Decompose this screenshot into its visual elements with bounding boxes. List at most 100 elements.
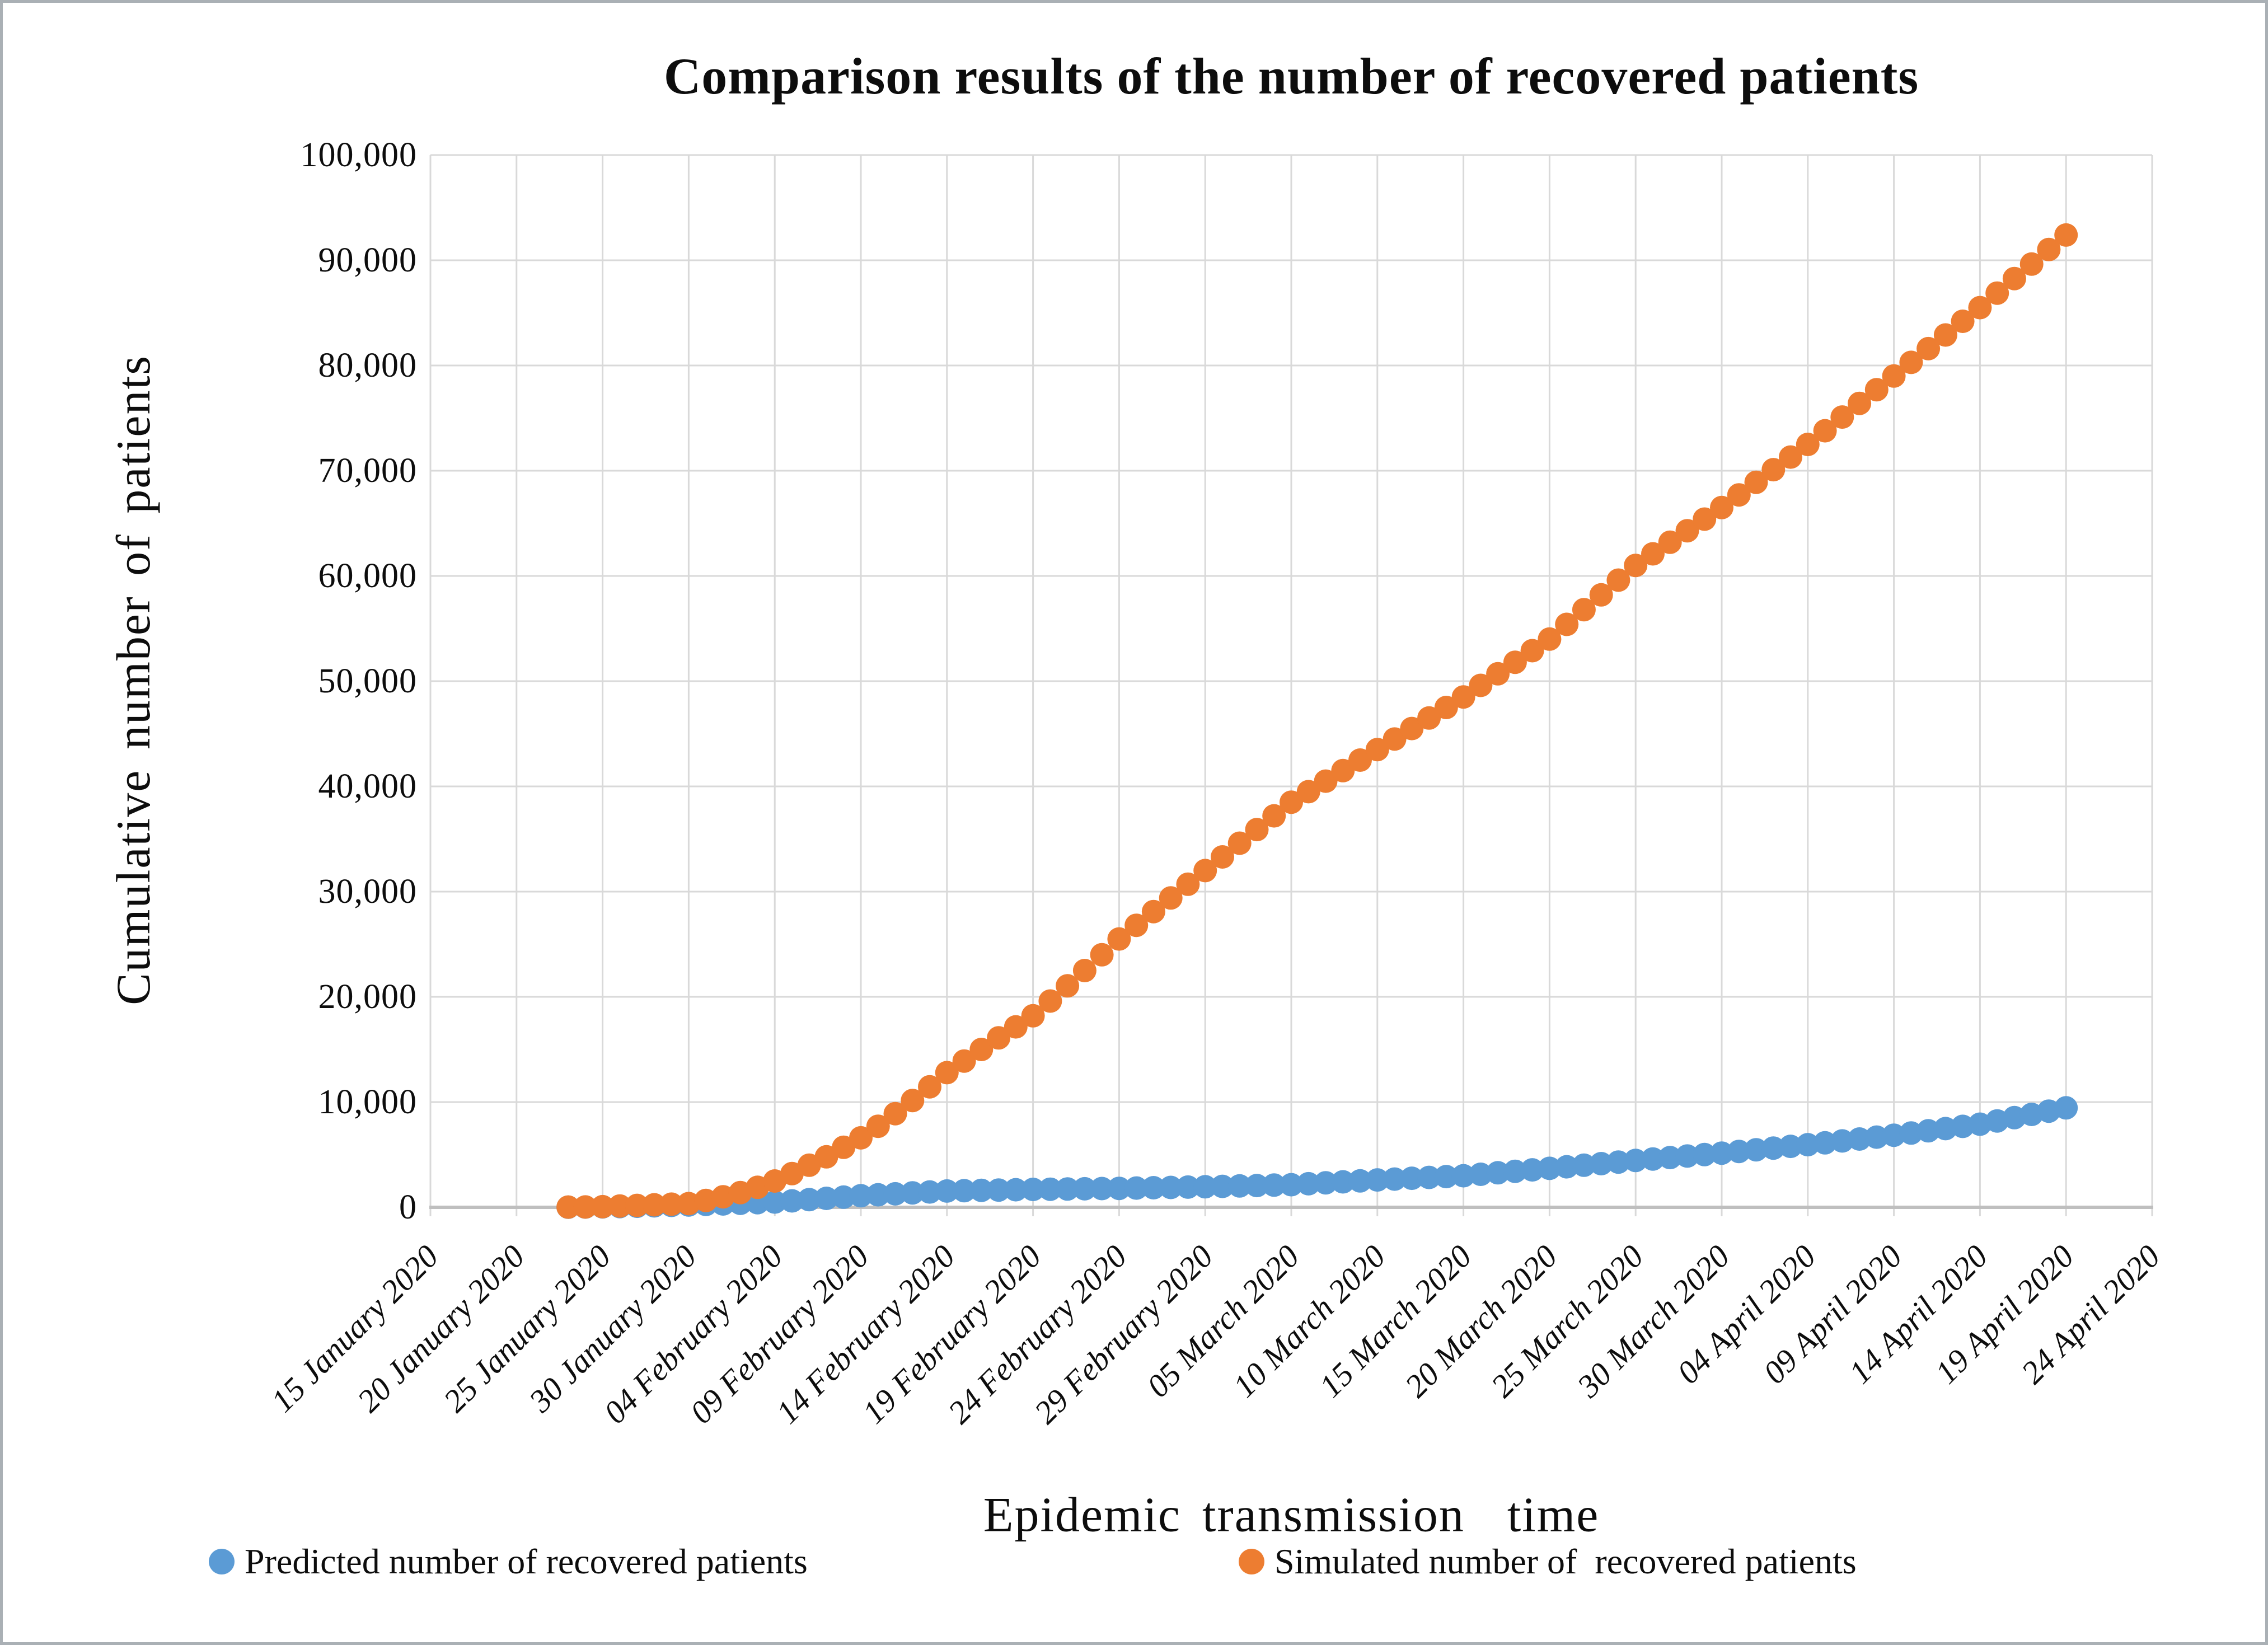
data-point (1710, 1141, 1733, 1165)
data-point (935, 1179, 959, 1203)
data-point (1520, 1158, 1544, 1182)
data-point (1572, 1153, 1596, 1177)
data-point (1193, 859, 1217, 883)
data-point (1606, 1150, 1630, 1174)
data-point (1469, 1163, 1493, 1186)
data-point (832, 1185, 856, 1209)
data-point (1004, 1178, 1028, 1202)
simulated-marker-icon (1239, 1549, 1264, 1574)
data-point (1072, 959, 1096, 982)
data-point (1624, 1149, 1648, 1173)
data-point (1693, 1142, 1717, 1166)
data-point (659, 1192, 683, 1216)
data-point (1864, 378, 1889, 402)
data-point (573, 1195, 597, 1219)
data-point (952, 1179, 976, 1203)
chart-title: Comparison results of the number of reco… (663, 48, 1919, 105)
data-point (1296, 780, 1320, 804)
data-point (1916, 336, 1941, 360)
data-point (1245, 1174, 1269, 1198)
series-simulated-points (556, 223, 2078, 1219)
y-tick-label: 30,000 (318, 873, 417, 911)
data-point (2054, 223, 2078, 247)
data-point (866, 1183, 890, 1207)
data-point (1813, 419, 1837, 443)
data-point (901, 1181, 925, 1205)
data-point (1090, 943, 1114, 967)
data-point (1451, 685, 1475, 709)
data-point (591, 1194, 615, 1218)
plot-area (429, 154, 2153, 1219)
data-point (1038, 1177, 1062, 1201)
data-point (969, 1178, 994, 1202)
y-tick-label: 80,000 (318, 346, 417, 385)
data-point (2019, 252, 2044, 276)
legend-item-predicted[interactable]: Predicted number of recovered patients (209, 1541, 808, 1582)
data-point (849, 1126, 873, 1150)
predicted-marker-icon (209, 1549, 235, 1574)
legend-label-simulated: Simulated number of recovered patients (1274, 1541, 1857, 1581)
data-point (1434, 696, 1458, 719)
data-point (1227, 1174, 1252, 1198)
data-point (1899, 350, 1923, 374)
data-point (1727, 1140, 1751, 1164)
data-point (1933, 1117, 1957, 1141)
data-point (1796, 1133, 1820, 1157)
data-point (1176, 872, 1200, 896)
data-point (1280, 790, 1303, 814)
data-point (2054, 1096, 2078, 1120)
data-point (1503, 1159, 1527, 1183)
x-axis-title: Epidemic transmission time (983, 1488, 1600, 1543)
data-point (1417, 706, 1441, 730)
data-point (1227, 831, 1252, 855)
data-point (1968, 296, 1992, 320)
data-point (1021, 1178, 1045, 1201)
data-point (1486, 1161, 1510, 1185)
data-point (1004, 1015, 1028, 1039)
data-point (935, 1061, 959, 1085)
data-point (1486, 662, 1510, 686)
data-point (1589, 583, 1613, 607)
data-point (1124, 1176, 1149, 1200)
data-point (2002, 266, 2026, 290)
data-point (1262, 804, 1286, 828)
data-point (1710, 495, 1733, 519)
y-tick-label: 100,000 (300, 136, 417, 174)
data-point (1469, 673, 1493, 697)
data-point (642, 1193, 666, 1217)
data-point (1159, 1175, 1183, 1199)
data-point (1641, 542, 1665, 566)
data-point (1314, 769, 1338, 793)
data-point (1365, 738, 1389, 762)
data-point (1675, 1144, 1699, 1168)
data-point (1779, 1135, 1802, 1159)
data-point (1348, 1169, 1372, 1193)
legend-item-simulated[interactable]: Simulated number of recovered patients (1239, 1541, 1857, 1582)
data-point (1848, 391, 1872, 415)
data-point (883, 1102, 907, 1126)
data-point (1538, 1156, 1562, 1180)
data-point (1141, 899, 1165, 924)
data-point (1985, 281, 2009, 305)
data-point (849, 1184, 873, 1208)
data-point (1693, 507, 1717, 531)
data-point (952, 1049, 976, 1073)
data-point (1744, 1138, 1768, 1162)
data-point (1555, 1155, 1579, 1179)
data-point (1572, 598, 1596, 622)
y-tick-label: 0 (399, 1188, 417, 1226)
data-point (1520, 639, 1544, 663)
data-point (1124, 913, 1149, 938)
data-point (1882, 1123, 1906, 1147)
data-point (918, 1180, 941, 1204)
data-point (1211, 1174, 1234, 1198)
data-point (608, 1194, 632, 1218)
data-point (1538, 627, 1562, 651)
y-tick-label: 40,000 (318, 767, 417, 805)
data-point (1107, 1177, 1131, 1201)
data-point (1211, 845, 1234, 869)
data-point (1779, 445, 1802, 469)
data-point (1245, 818, 1269, 842)
data-point (1624, 554, 1648, 578)
data-point (1400, 1166, 1424, 1191)
